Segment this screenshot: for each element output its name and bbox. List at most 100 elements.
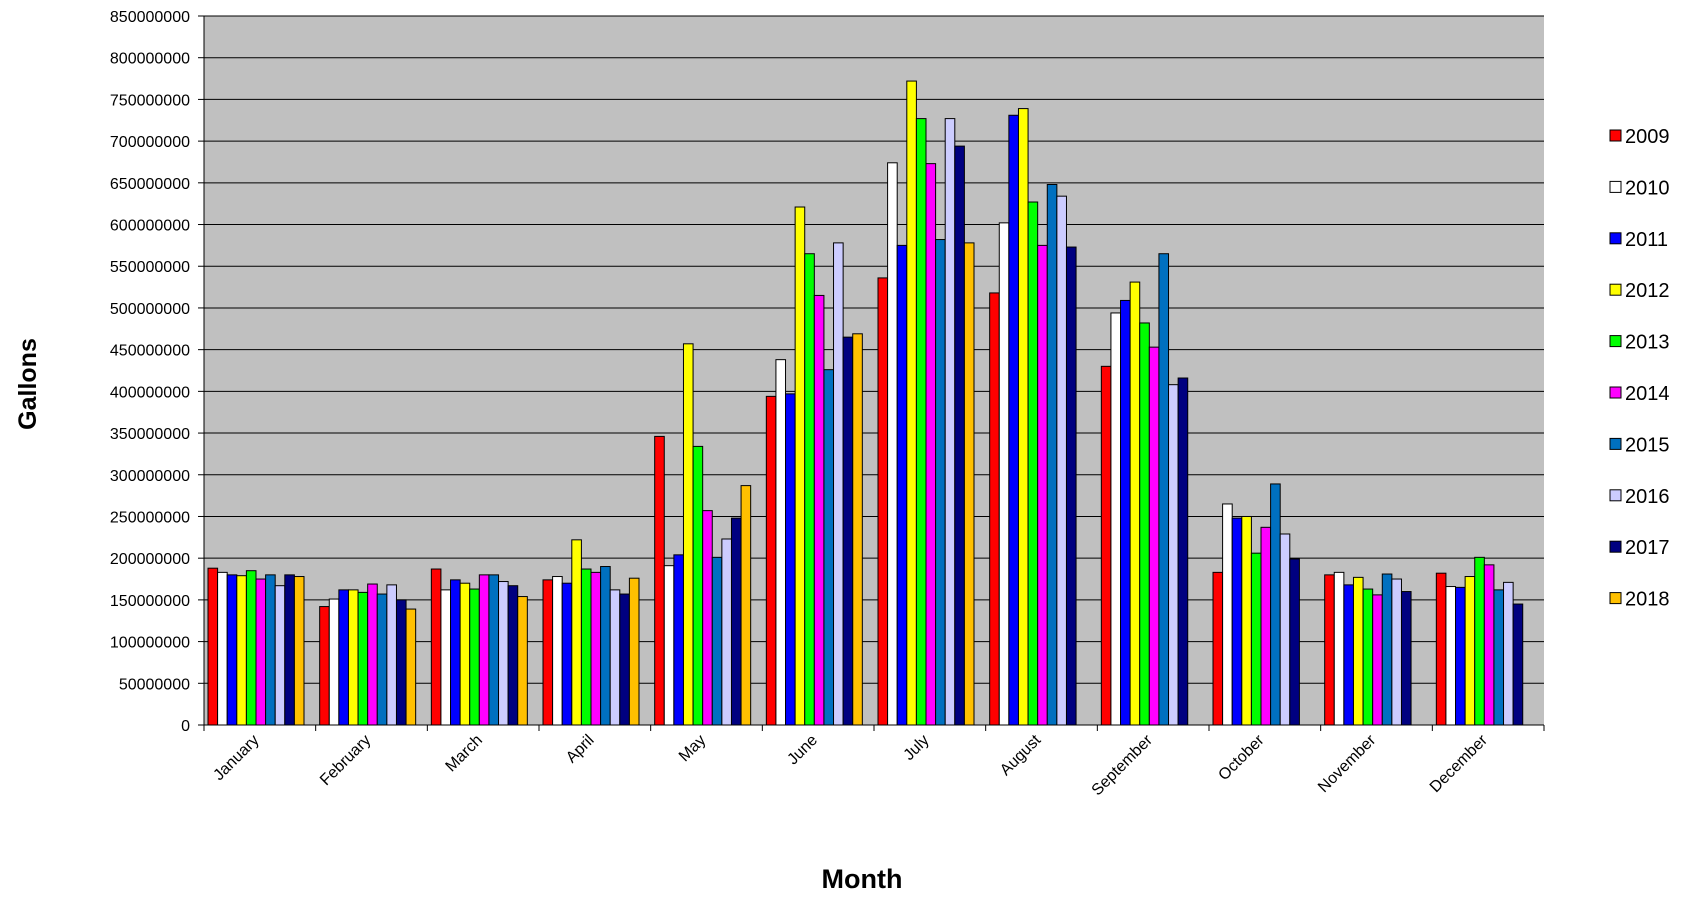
bar-2014-november (1372, 594, 1383, 726)
legend-label: 2010 (1625, 177, 1670, 199)
legend-item-2010: 2010 (1609, 177, 1670, 199)
bar-2016-september (1168, 384, 1179, 726)
y-tick-label: 750000000 (110, 92, 190, 109)
legend-item-2014: 2014 (1609, 383, 1670, 405)
legend-swatch (1609, 283, 1622, 296)
legend: 2009 2010 2011 2012 2013 2014 2015 2016 2017 2018 (1609, 126, 1670, 611)
bar-2016-may (721, 538, 732, 726)
bar-2013-november (1362, 588, 1374, 726)
bar-2016-october (1279, 533, 1291, 726)
bar-2012-december (1464, 576, 1476, 726)
bar-2017-september (1177, 377, 1189, 726)
y-tick-label: 100000000 (110, 635, 190, 652)
bar-2009-april (542, 579, 554, 726)
bar-2009-february (319, 606, 330, 726)
y-tick-label: 300000000 (110, 468, 190, 485)
legend-item-2016: 2016 (1609, 486, 1670, 508)
legend-label: 2016 (1625, 486, 1670, 508)
y-tick-label: 150000000 (110, 593, 190, 610)
legend-swatch (1609, 489, 1622, 502)
legend-swatch (1609, 437, 1622, 450)
bar-2015-march (488, 574, 500, 726)
bar-2011-july (896, 244, 908, 726)
y-tick-label: 350000000 (110, 426, 190, 443)
bar-2012-april (571, 539, 582, 726)
bar-2018-april (628, 577, 640, 726)
legend-swatch (1609, 180, 1622, 193)
legend-item-2011: 2011 (1609, 229, 1668, 251)
y-tick-label: 200000000 (110, 551, 190, 568)
bar-2015-april (600, 566, 611, 726)
bar-2017-august (1065, 246, 1077, 726)
bar-2015-december (1493, 589, 1505, 726)
bar-2014-january (255, 578, 267, 726)
bar-2016-june (833, 242, 844, 726)
bar-2012-november (1352, 576, 1364, 726)
legend-swatch (1609, 386, 1622, 399)
x-tick-label: December (1427, 731, 1492, 796)
legend-item-2015: 2015 (1609, 434, 1670, 456)
bar-2012-february (347, 589, 359, 726)
legend-item-2012: 2012 (1609, 280, 1670, 302)
legend-swatch (1609, 232, 1622, 245)
bar-2013-october (1250, 552, 1262, 726)
legend-label: 2011 (1625, 229, 1668, 251)
x-tick-label: January (210, 732, 262, 784)
bar-2013-april (580, 568, 592, 726)
bar-2014-may (702, 510, 713, 726)
x-tick-label: June (784, 732, 821, 769)
bar-2014-august (1037, 244, 1048, 726)
bar-2011-january (226, 574, 238, 726)
x-tick-label: April (563, 732, 598, 767)
bar-2013-january (245, 570, 257, 726)
bar-2012-september (1129, 281, 1141, 726)
y-tick-label: 500000000 (110, 301, 190, 318)
bar-2016-april (609, 589, 621, 726)
y-tick-label: 650000000 (110, 176, 190, 193)
bar-2015-november (1381, 573, 1393, 726)
bar-2011-september (1120, 299, 1131, 726)
bar-2018-february (405, 608, 417, 726)
bar-2014-march (478, 574, 490, 726)
x-tick-label: May (676, 732, 709, 765)
bar-2012-july (906, 80, 917, 726)
bar-2012-august (1017, 108, 1029, 726)
x-tick-label: September (1089, 731, 1157, 799)
bar-2013-september (1139, 322, 1150, 726)
bar-2009-may (654, 435, 665, 726)
bar-2014-september (1148, 346, 1160, 726)
bar-2009-november (1324, 574, 1335, 726)
bar-2009-december (1435, 572, 1447, 726)
bar-2010-july (887, 162, 898, 726)
legend-label: 2013 (1625, 332, 1670, 354)
legend-label: 2015 (1625, 434, 1670, 456)
bar-2014-april (590, 571, 602, 726)
bar-2010-may (663, 565, 675, 726)
bar-2012-june (794, 206, 806, 726)
y-tick-label: 850000000 (110, 9, 190, 26)
bar-2016-january (274, 585, 286, 726)
x-tick-labels: January February March April May June July Augu… (210, 731, 1491, 799)
bar-2013-august (1027, 201, 1039, 726)
bar-2016-november (1391, 578, 1402, 726)
legend-label: 2009 (1625, 126, 1670, 148)
bar-2012-october (1241, 515, 1252, 726)
bar-2018-june (852, 333, 863, 726)
bar-2016-december (1503, 581, 1514, 726)
bar-2010-june (775, 359, 787, 726)
bar-2015-october (1270, 483, 1281, 726)
bar-2010-january (217, 571, 228, 726)
bar-2009-june (765, 395, 777, 726)
bar-2010-december (1445, 586, 1457, 726)
legend-swatch (1609, 129, 1622, 142)
legend-swatch (1609, 540, 1622, 553)
bar-2017-november (1400, 591, 1412, 726)
y-tick-label: 700000000 (110, 134, 190, 151)
bar-2014-february (367, 583, 378, 726)
bar-2011-april (561, 582, 573, 726)
legend-swatch (1609, 592, 1622, 605)
bar-2017-june (842, 336, 854, 726)
bar-2017-may (730, 517, 742, 726)
bar-2009-january (207, 567, 219, 726)
